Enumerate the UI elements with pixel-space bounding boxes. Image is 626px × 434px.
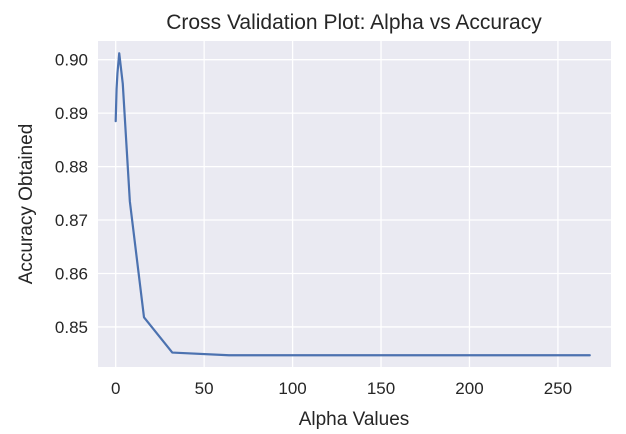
y-tick-label: 0.87 [55,211,88,230]
tick-labels: 0 50 100 150 200 250 0.85 0.86 0.87 0.88 0.89 0.90 [55,51,572,398]
x-tick-label: 0 [111,379,120,398]
grid-lines [98,41,611,367]
y-tick-label: 0.89 [55,104,88,123]
x-tick-label: 250 [544,379,572,398]
y-axis-label: Accuracy Obtained [16,124,37,285]
x-axis-label: Alpha Values [299,409,410,430]
plot-area [98,41,611,367]
x-tick-label: 100 [278,379,306,398]
x-tick-label: 50 [195,379,214,398]
y-tick-label: 0.85 [55,318,88,337]
x-tick-label: 150 [367,379,395,398]
y-tick-label: 0.88 [55,158,88,177]
series-line [114,52,591,357]
x-tick-label: 200 [455,379,483,398]
series-layer [114,52,591,357]
y-tick-label: 0.90 [55,51,88,70]
y-tick-label: 0.86 [55,264,88,283]
chart-title: Cross Validation Plot: Alpha vs Accuracy [166,11,542,34]
